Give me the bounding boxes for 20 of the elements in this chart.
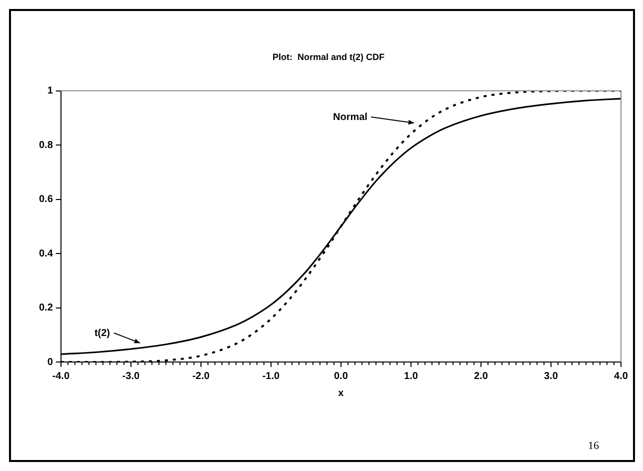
x-axis-title: x <box>338 388 344 399</box>
chart-title: Plot: Normal and t(2) CDF <box>272 52 385 62</box>
x-tick-label: 0.0 <box>334 370 348 382</box>
x-tick-label: 2.0 <box>474 370 488 382</box>
x-tick-label: 4.0 <box>614 370 628 382</box>
y-tick-label: 0.8 <box>38 140 54 151</box>
x-tick-label: 3.0 <box>544 370 558 382</box>
annotation: t(2) <box>94 328 110 339</box>
x-tick-label: 1.0 <box>404 370 418 382</box>
annotation: Normal <box>333 112 368 124</box>
text: 16 <box>588 440 599 452</box>
y-tick-label: 0 <box>47 356 54 368</box>
y-tick-label: 0.4 <box>38 248 54 260</box>
x-tick-label: -2.0 <box>192 370 210 382</box>
x-tick-label: -4.0 <box>52 370 70 382</box>
x-tick-label: -1.0 <box>262 370 280 382</box>
y-tick-label: 1 <box>47 86 54 97</box>
y-tick-label: 0.2 <box>38 302 54 314</box>
x-tick-label: -3.0 <box>122 370 140 382</box>
y-tick-label: 0.6 <box>38 194 54 206</box>
